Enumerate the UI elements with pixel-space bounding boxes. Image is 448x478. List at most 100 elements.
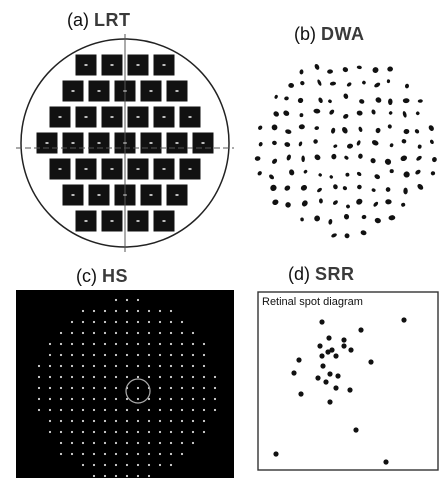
hs-spot	[48, 375, 52, 379]
hs-spot	[191, 441, 195, 445]
hs-spot	[169, 419, 173, 423]
hs-spot	[147, 331, 151, 335]
hs-spot	[37, 375, 41, 379]
dwa-dot	[284, 96, 289, 101]
dwa-dot	[317, 79, 322, 86]
lenslet-center	[149, 90, 153, 92]
panel-b-prefix: (b)	[294, 24, 316, 44]
dwa-dot	[285, 202, 291, 208]
dwa-dot	[356, 110, 363, 116]
hs-spot	[103, 331, 107, 335]
hs-spot	[158, 419, 162, 423]
dwa-dot	[389, 143, 394, 148]
dwa-dot	[347, 143, 354, 149]
hs-spot	[136, 386, 140, 390]
hs-spot	[136, 342, 140, 346]
hs-spot	[147, 463, 151, 467]
hs-spot	[37, 364, 41, 368]
hs-spot	[125, 430, 129, 434]
hs-spot	[92, 364, 96, 368]
retinal-spot	[296, 357, 302, 363]
lenslet-center	[97, 142, 101, 144]
dwa-dot	[274, 94, 278, 99]
hs-spot	[180, 441, 184, 445]
dwa-dot	[371, 140, 379, 146]
dwa-dot	[387, 66, 393, 72]
hs-spot	[125, 364, 129, 368]
hs-spot	[136, 364, 140, 368]
hs-spot	[191, 342, 195, 346]
panel-a-prefix: (a)	[67, 10, 89, 30]
hs-spot	[136, 309, 140, 313]
panel-a-title: LRT	[94, 10, 131, 30]
hs-spot	[158, 375, 162, 379]
hs-spot	[136, 298, 140, 302]
hs-spot	[158, 331, 162, 335]
hs-spot	[114, 463, 118, 467]
dwa-dot	[388, 111, 393, 115]
hs-spot	[81, 331, 85, 335]
hs-spot	[81, 430, 85, 434]
hs-spot	[125, 452, 129, 456]
dwa-dot	[401, 139, 407, 144]
dwa-dot	[374, 217, 381, 224]
hs-spot	[125, 309, 129, 313]
retinal-spot	[327, 399, 333, 405]
retinal-spot	[335, 373, 341, 379]
hs-spot	[125, 474, 129, 478]
dwa-dot	[272, 140, 277, 146]
retinal-spot	[341, 337, 347, 343]
hs-spot	[169, 386, 173, 390]
hs-spot	[59, 331, 63, 335]
hs-spot	[147, 320, 151, 324]
hs-spot	[180, 386, 184, 390]
panel-d-label: (d) SRR	[288, 264, 355, 285]
lenslet-center	[149, 194, 153, 196]
hs-spot	[48, 408, 52, 412]
lenslet-center	[84, 168, 88, 170]
retinal-spot	[317, 343, 323, 349]
hs-spot	[81, 419, 85, 423]
hs-spot	[114, 430, 118, 434]
hs-spot	[180, 364, 184, 368]
hs-spot	[169, 342, 173, 346]
hs-spot	[92, 441, 96, 445]
dwa-dot	[375, 97, 382, 103]
lenslet-center	[175, 194, 179, 196]
retinal-spot	[333, 353, 339, 359]
panel-c-label: (c) HS	[76, 266, 128, 287]
panel-c-hs-image	[16, 290, 234, 478]
dwa-dot	[417, 99, 423, 103]
lenslet-center	[136, 220, 140, 222]
hs-spot	[92, 430, 96, 434]
retinal-spot	[401, 317, 407, 323]
dwa-dot	[358, 153, 363, 159]
dwa-dot	[314, 154, 321, 161]
hs-spot	[158, 309, 162, 313]
dwa-dot	[385, 187, 391, 192]
dwa-dot	[329, 109, 335, 115]
hs-spot	[169, 331, 173, 335]
dwa-dot	[356, 65, 362, 70]
lenslet-center	[188, 168, 192, 170]
dwa-dot	[313, 139, 318, 144]
dwa-dot	[417, 183, 424, 190]
dwa-dot	[404, 83, 410, 89]
hs-spot	[169, 463, 173, 467]
dwa-dot	[301, 155, 305, 163]
hs-spot	[92, 408, 96, 412]
dwa-dot	[314, 126, 320, 130]
hs-spot	[136, 408, 140, 412]
hs-spot	[213, 386, 217, 390]
dwa-dot	[314, 63, 320, 70]
hs-spot	[59, 353, 63, 357]
hs-spot	[92, 463, 96, 467]
dwa-dot	[429, 139, 434, 145]
hs-spot	[169, 353, 173, 357]
hs-spot	[70, 419, 74, 423]
dwa-dot	[344, 155, 349, 160]
lenslet-center	[162, 220, 166, 222]
dwa-dot	[258, 125, 263, 130]
hs-spot	[136, 430, 140, 434]
hs-spot	[180, 375, 184, 379]
